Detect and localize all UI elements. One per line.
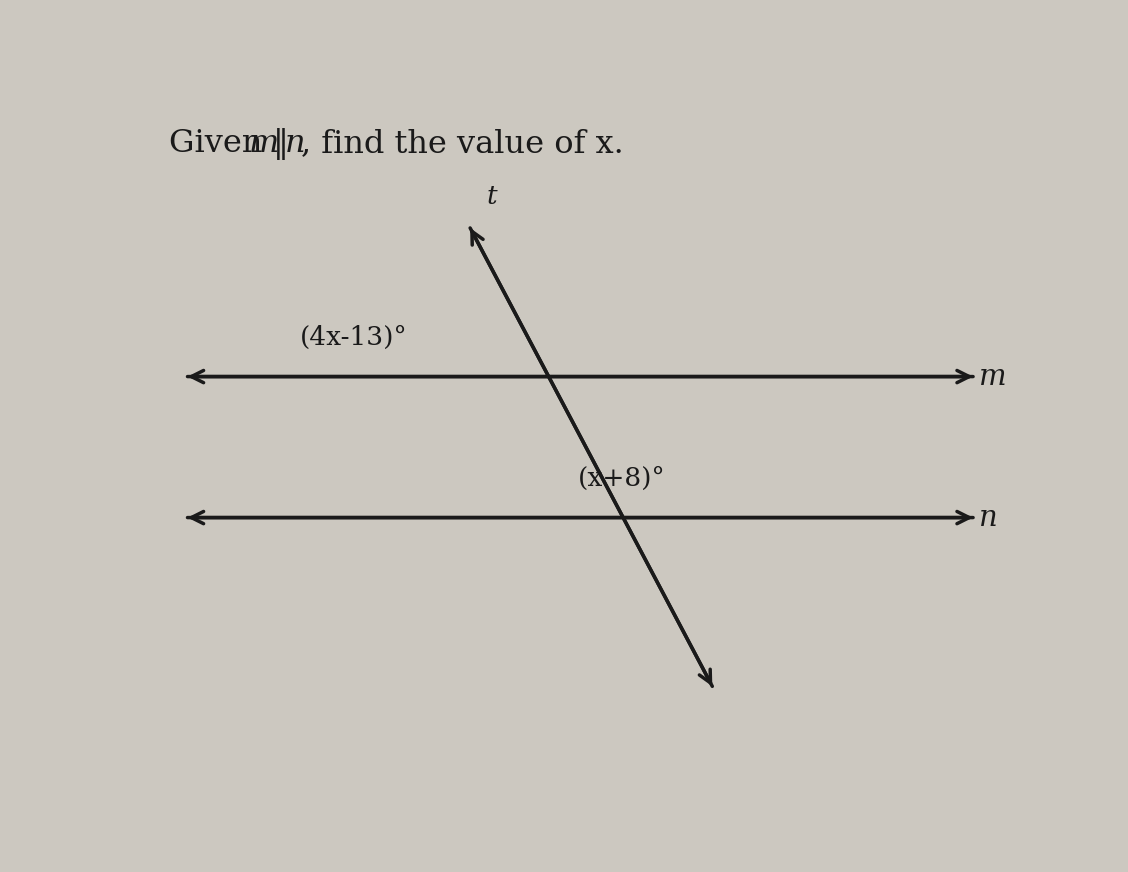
Text: Given: Given	[169, 128, 273, 160]
Text: , find the value of x.: , find the value of x.	[301, 128, 624, 160]
Text: t: t	[486, 184, 497, 208]
Text: m: m	[249, 128, 280, 160]
Text: ‖: ‖	[273, 128, 289, 160]
Text: n: n	[285, 128, 306, 160]
Text: n: n	[978, 503, 997, 532]
Text: m: m	[978, 363, 1006, 391]
Text: (4x-13)°: (4x-13)°	[300, 324, 407, 350]
Text: (x+8)°: (x+8)°	[578, 466, 666, 491]
